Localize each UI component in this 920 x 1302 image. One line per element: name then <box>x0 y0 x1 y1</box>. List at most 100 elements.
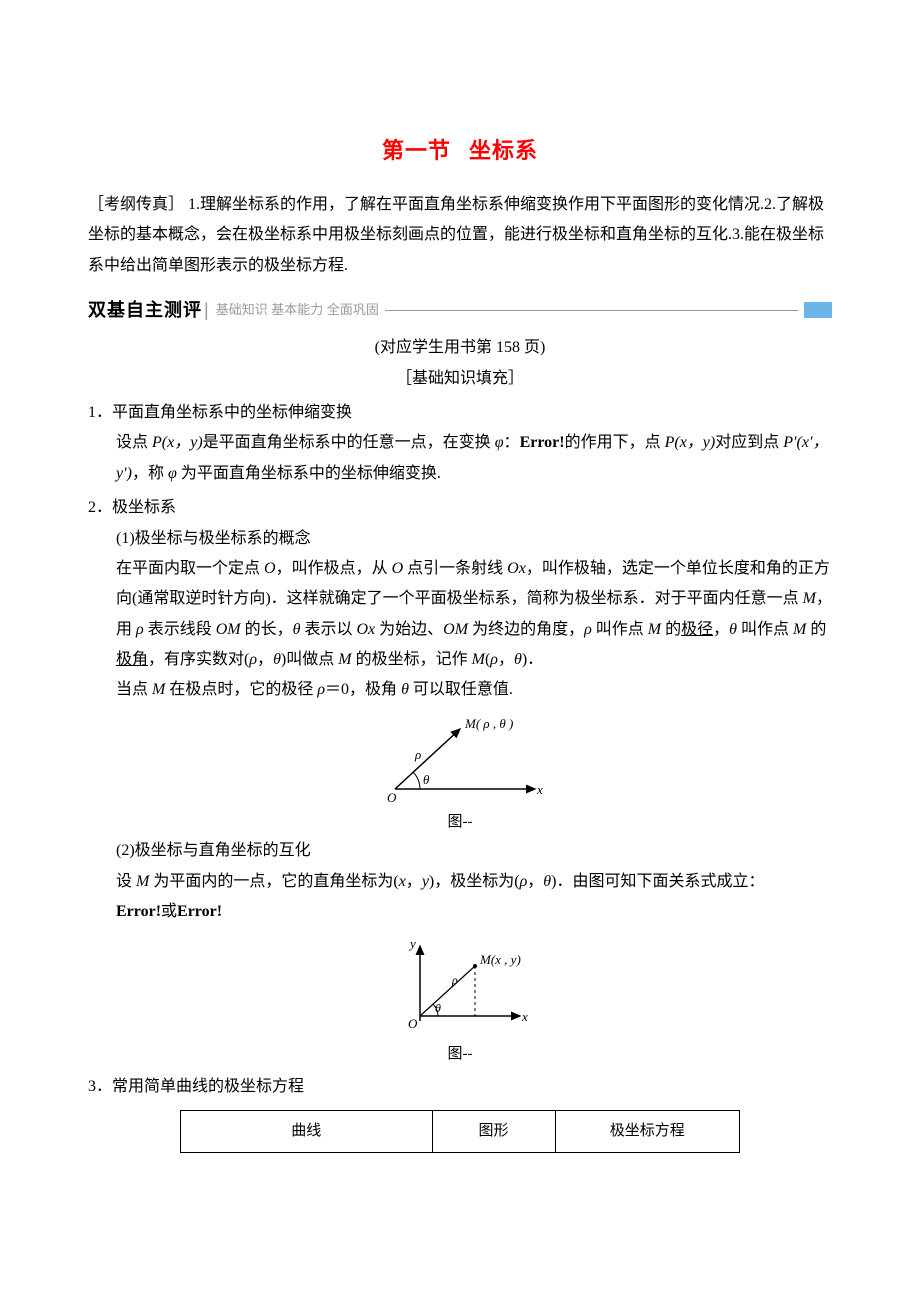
theta2: θ <box>729 621 737 638</box>
th-eq: 极坐标方程 <box>555 1111 739 1153</box>
OM2: OM <box>443 621 468 638</box>
self-test-sub: 基础知识 基本能力 全面巩固 <box>216 298 379 323</box>
t: 的长， <box>241 621 293 638</box>
phi2: φ <box>168 465 177 482</box>
M2: M <box>648 621 661 638</box>
sub-heading: ［基础知识填充］ <box>88 364 832 394</box>
self-test-header: 双基自主测评 | 基础知识 基本能力 全面巩固 <box>88 293 832 327</box>
figure-polar-icon: M( ρ , θ ) ρ θ O x <box>88 714 832 804</box>
syllabus-lead: ［考纲传真］ <box>88 196 184 213</box>
Ox2: Ox <box>357 621 376 638</box>
fig2-y: y <box>408 936 416 951</box>
header-blue-block <box>804 302 832 318</box>
t: 设点 <box>116 434 152 451</box>
rho5: ρ <box>317 681 325 698</box>
curve-table: 曲线 图形 极坐标方程 <box>180 1110 740 1153</box>
Ox: Ox <box>507 560 526 577</box>
theta5: θ <box>401 681 409 698</box>
t: 为平面直角坐标系中的坐标伸缩变换. <box>177 465 441 482</box>
section-title: 第一节坐标系 <box>88 130 832 172</box>
item2-p3: 设 M 为平面内的一点，它的直角坐标为(x，y)，极坐标为(ρ，θ)．由图可知下… <box>88 867 832 897</box>
header-bar: | <box>204 293 210 327</box>
item2-p1: 在平面内取一个定点 O，叫作极点，从 O 点引一条射线 Ox，叫作极轴，选定一个… <box>88 554 832 676</box>
syllabus-paragraph: ［考纲传真］ 1.理解坐标系的作用，了解在平面直角坐标系伸缩变换作用下平面图形的… <box>88 190 832 281</box>
t: ， <box>257 651 273 668</box>
t: )． <box>522 651 543 668</box>
fig1-O: O <box>387 790 397 804</box>
t: 在极点时，它的极径 <box>165 681 317 698</box>
header-rule <box>385 310 798 311</box>
rho3: ρ <box>249 651 257 668</box>
t: 为平面内的一点，它的直角坐标为( <box>149 873 398 890</box>
phi: φ <box>495 434 504 451</box>
title-name: 坐标系 <box>469 138 538 163</box>
t: 的 <box>806 621 826 638</box>
error1: Error! <box>520 434 565 451</box>
th-curve: 曲线 <box>181 1111 433 1153</box>
OM: OM <box>216 621 241 638</box>
var-P: P <box>152 434 162 451</box>
fig2-x: x <box>521 1009 528 1024</box>
fig1-rho: ρ <box>414 747 421 762</box>
M6: M <box>152 681 165 698</box>
theta6: θ <box>543 873 551 890</box>
t: 为始边、 <box>375 621 443 638</box>
t: 为终边的角度， <box>468 621 584 638</box>
figure-cartesian-icon: y M(x , y) ρ θ O x <box>88 936 832 1036</box>
t: ， <box>498 651 514 668</box>
t: 表示线段 <box>144 621 216 638</box>
t: 是平面直角坐标系中的任意一点，在变换 <box>203 434 495 451</box>
M: M <box>803 590 816 607</box>
item2-sub2: (2)极坐标与直角坐标的互化 <box>88 836 832 866</box>
t: ＝0，极角 <box>325 681 401 698</box>
t: 在平面内取一个定点 <box>116 560 264 577</box>
O2: O <box>392 560 404 577</box>
xy2: (x，y) <box>674 434 715 451</box>
t: ，有序实数对( <box>148 651 249 668</box>
M7: M <box>136 873 149 890</box>
t: ，叫作极点，从 <box>276 560 392 577</box>
item-3: 3．常用简单曲线的极坐标方程 <box>88 1072 832 1102</box>
sub1-title: 极坐标与极坐标系的概念 <box>135 530 311 547</box>
x: x <box>399 873 406 890</box>
t: 设 <box>116 873 136 890</box>
t: 当点 <box>116 681 152 698</box>
t: )，极坐标为( <box>429 873 520 890</box>
fig2-rho: ρ <box>451 973 458 987</box>
theta3: θ <box>273 651 281 668</box>
t: 的极坐标，记作 <box>352 651 472 668</box>
t: 的 <box>661 621 681 638</box>
fig1-M: M( ρ , θ ) <box>464 716 513 731</box>
fig2-O: O <box>408 1016 418 1031</box>
th-shape: 图形 <box>432 1111 555 1153</box>
fig1-caption: 图­-­- <box>88 808 832 837</box>
t: ，称 <box>132 465 168 482</box>
jijiao: 极角 <box>116 651 148 668</box>
err2a: Error! <box>116 903 161 920</box>
t: ， <box>527 873 543 890</box>
jijing: 极径 <box>681 621 713 638</box>
title-section: 第一节 <box>382 138 451 163</box>
table-row: 曲线 图形 极坐标方程 <box>181 1111 740 1153</box>
item1-num: 1． <box>88 404 112 421</box>
t: ， <box>406 873 422 890</box>
y: y <box>422 873 429 890</box>
rho: ρ <box>136 621 144 638</box>
xy: (x，y) <box>162 434 203 451</box>
M3: M <box>793 621 806 638</box>
t: ， <box>713 621 729 638</box>
t: 对应到点 <box>715 434 783 451</box>
t: )叫做点 <box>281 651 338 668</box>
page-ref: (对应学生用书第 158 页) <box>88 333 832 363</box>
sub2-num: (2) <box>116 842 135 859</box>
item1-body: 设点 P(x，y)是平面直角坐标系中的任意一点，在变换 φ：Error!的作用下… <box>88 428 832 489</box>
t: 叫作点 <box>737 621 793 638</box>
item-2: 2．极坐标系 <box>88 493 832 523</box>
item2-sub1: (1)极坐标与极坐标系的概念 <box>88 524 832 554</box>
t: 表示以 <box>300 621 356 638</box>
item2-errors: Error!或Error! <box>88 897 832 927</box>
sub2-title: 极坐标与直角坐标的互化 <box>135 842 311 859</box>
t: 可以取任意值. <box>409 681 513 698</box>
rho4: ρ <box>490 651 498 668</box>
syllabus-text: 1.理解坐标系的作用，了解在平面直角坐标系伸缩变换作用下平面图形的变化情况.2.… <box>88 196 824 274</box>
